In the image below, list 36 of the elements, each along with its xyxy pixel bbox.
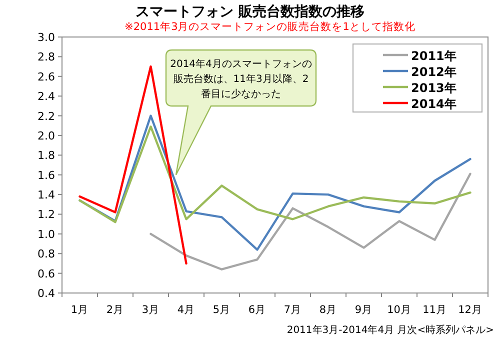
y-tick-label: 2.6	[38, 70, 55, 84]
y-tick-label: 1.6	[38, 168, 55, 182]
line-series	[150, 172, 472, 270]
x-tick-label: 12月	[458, 304, 482, 316]
legend-label: 2012年	[411, 65, 456, 79]
y-tick-label: 1.4	[38, 188, 55, 202]
y-tick-label: 0.6	[38, 267, 55, 280]
y-tick-label: 2.2	[38, 110, 55, 123]
x-tick-label: 6月	[248, 304, 266, 316]
chart-subtitle: ※2011年3月のスマートフォンの販売台数を1として指数化	[124, 20, 416, 33]
x-tick-label: 2月	[106, 304, 124, 316]
y-tick-label: 0.8	[38, 248, 55, 261]
legend-label: 2014年	[411, 97, 456, 111]
x-tick-label: 8月	[319, 304, 338, 316]
x-tick-label: 9月	[354, 304, 373, 316]
x-tick-label: 1月	[70, 304, 89, 316]
x-tick-label: 5月	[212, 304, 231, 316]
y-tick-label: 2.4	[38, 90, 55, 104]
x-tick-label: 7月	[284, 304, 302, 316]
y-tick-label: 1.8	[38, 149, 55, 162]
x-tick-label: 3月	[142, 304, 160, 316]
y-tick-label: 2.0	[38, 129, 55, 142]
y-tick-label: 1.0	[38, 228, 55, 241]
legend-label: 2013年	[411, 81, 456, 95]
line-series	[78, 126, 472, 224]
annotation: 2014年4月のスマートフォンの販売台数は、11年3月以降、2番目に少なかった	[170, 58, 312, 100]
y-tick-label: 2.8	[38, 50, 55, 64]
y-tick-label: 3.0	[38, 31, 55, 44]
chart-title: スマートフォン 販売台数指数の推移	[136, 4, 364, 20]
y-tick-label: 0.4	[38, 287, 55, 300]
x-tick-label: 4月	[177, 304, 196, 316]
x-tick-label: 11月	[422, 304, 447, 316]
legend-label: 2011年	[411, 49, 456, 63]
y-tick-label: 1.2	[38, 208, 55, 222]
text: 2011年3月-2014年4月 月次<時系列パネル>	[286, 324, 494, 336]
x-tick-label: 10月	[387, 304, 412, 316]
